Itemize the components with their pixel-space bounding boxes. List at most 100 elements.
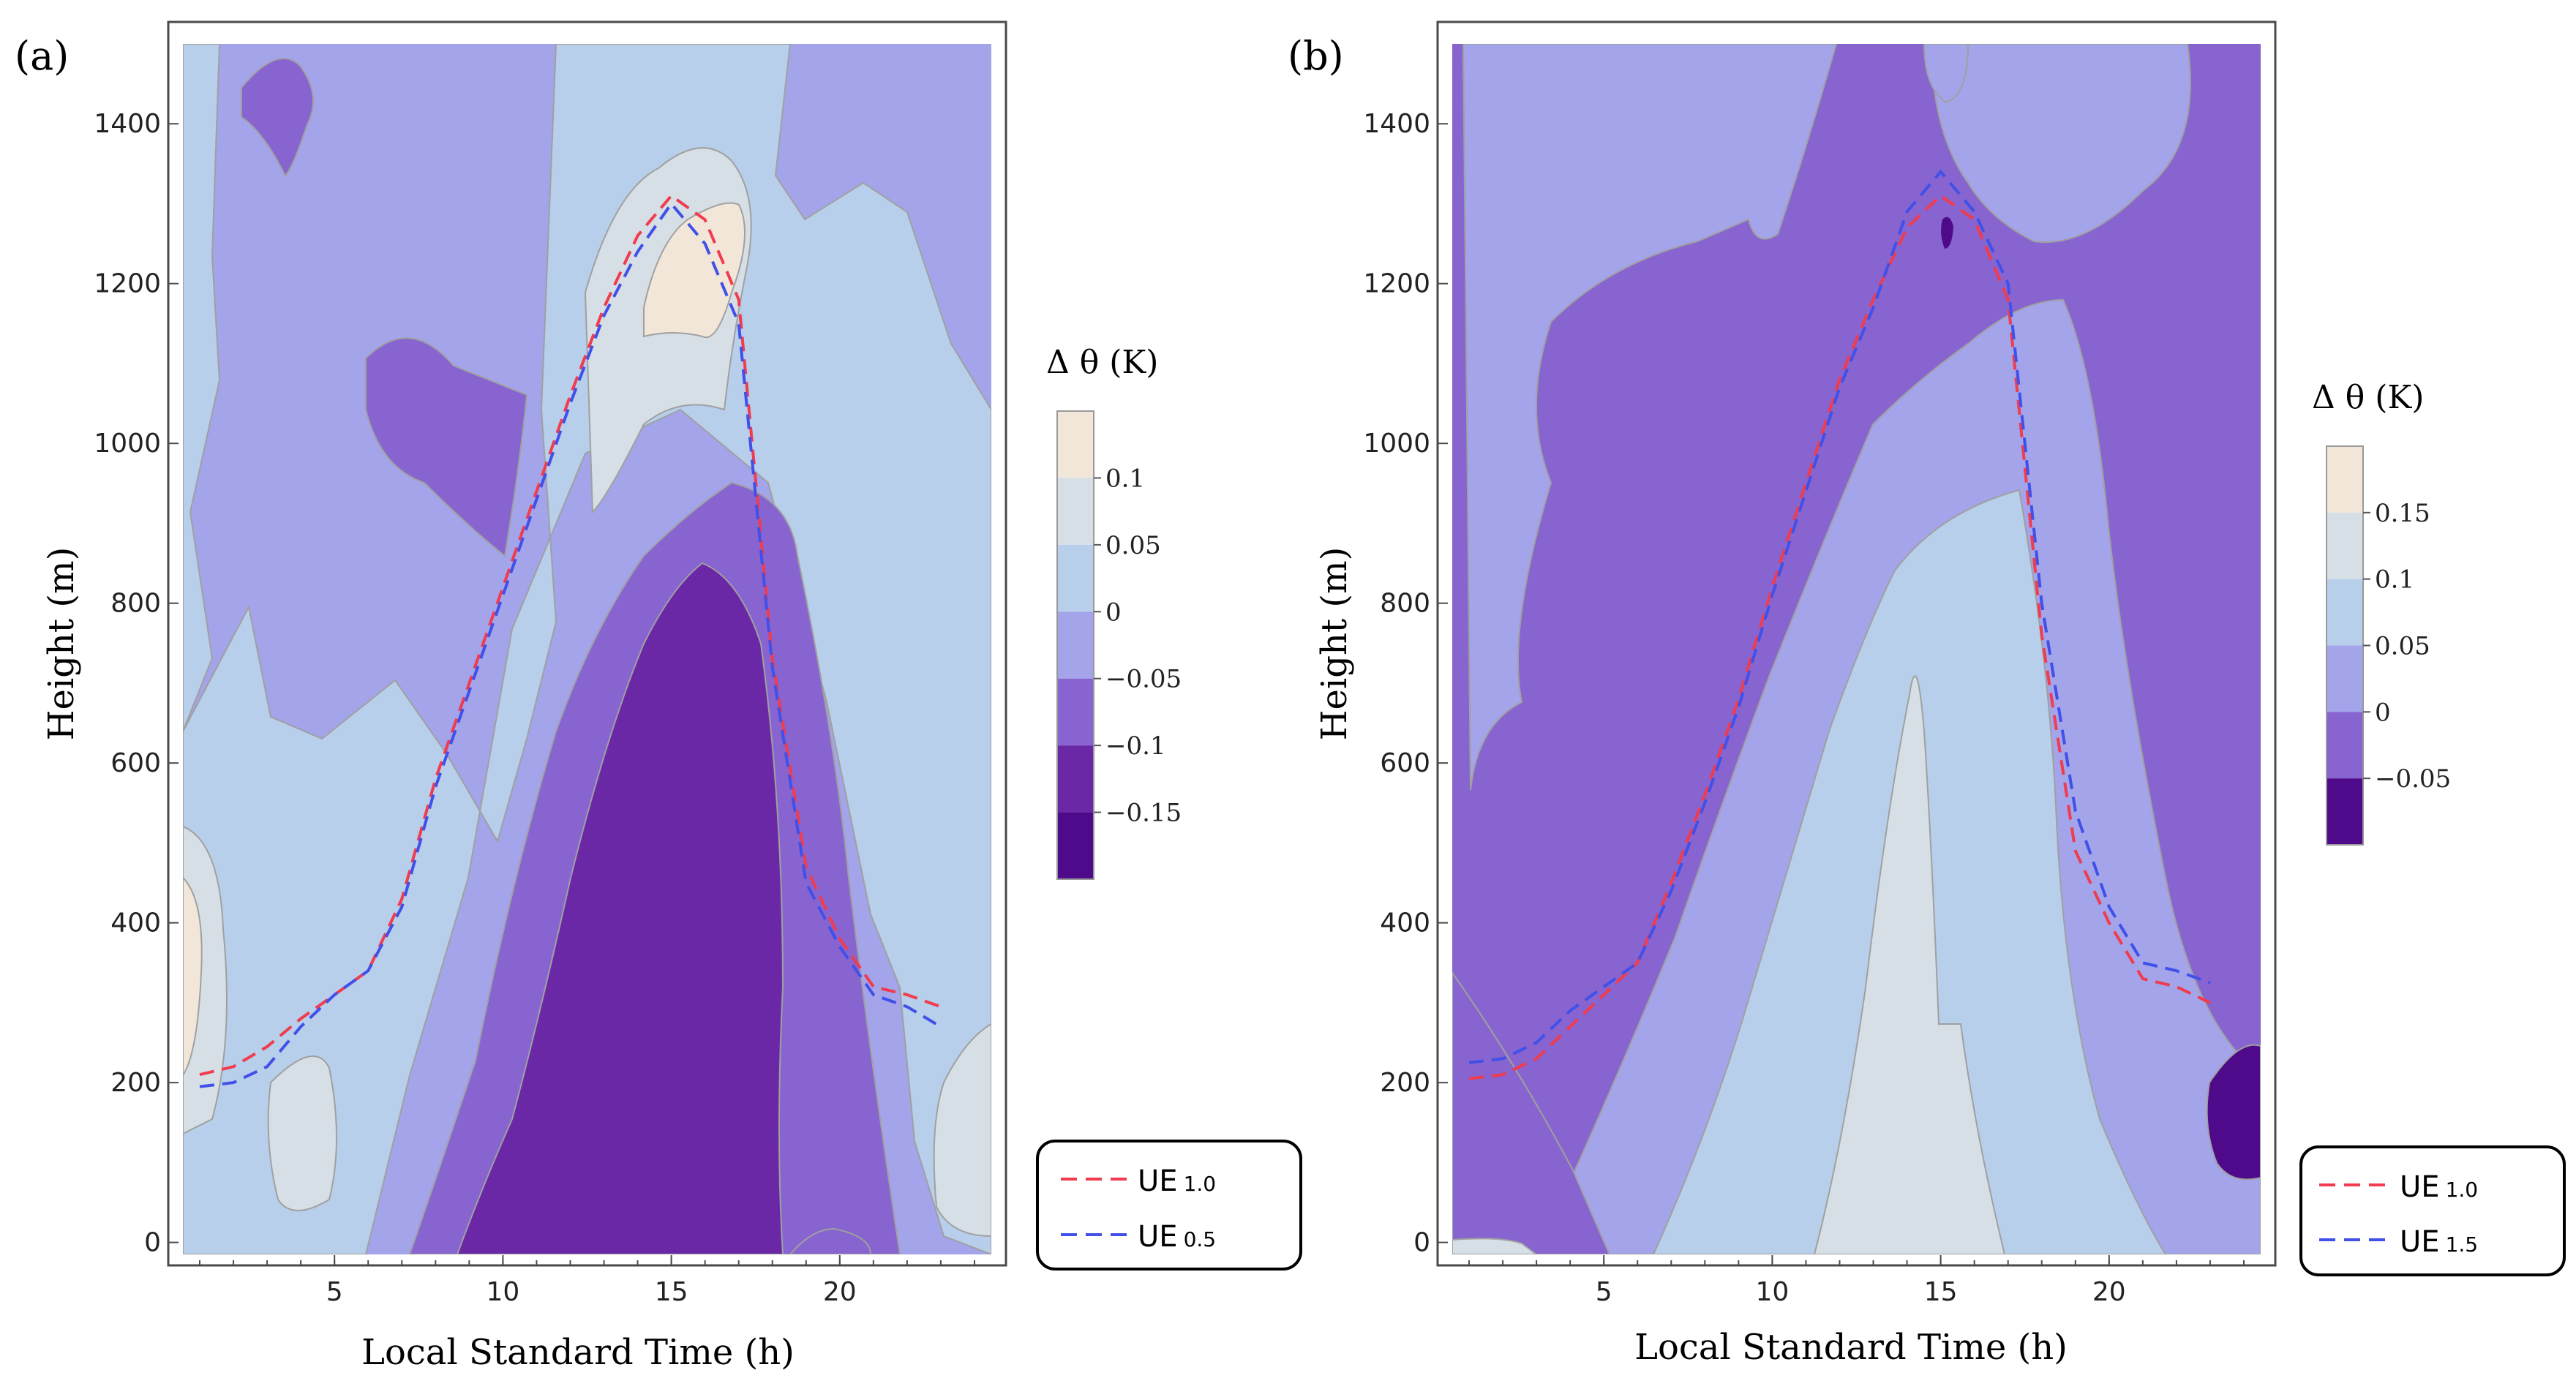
plot-frame-a [167,20,1007,1267]
colorbar-swatch-b-1 [2327,512,2363,579]
series-line-b-0 [1468,194,2211,1080]
x-tick-label-a-3: 20 [823,1277,857,1307]
y-ticks-a: 0 200 400 600 800 1000 1200 1400 [94,109,179,1258]
contour-region-a-purple-bottomright [789,1227,872,1254]
colorbar-swatch-a-4 [1057,678,1094,746]
colorbar-swatch-b-5 [2327,778,2363,845]
colorbar-swatch-b-2 [2327,579,2363,646]
colorbar-label-a-2: 0 [1105,598,1122,627]
x-tick-label-b-2: 15 [1924,1277,1958,1307]
panel-label-a: (a) [15,33,69,79]
colorbar-label-a-5: −0.15 [1105,799,1182,828]
colorbar-label-a-3: −0.05 [1105,665,1182,694]
contour-region-a-beige-left [183,876,203,1077]
legend-label-b-1-sub: 1.5 [2446,1232,2479,1257]
y-tick-label-a-3: 600 [110,748,161,778]
x-ticks-b: 5 10 15 20 [1468,1255,2245,1307]
y-tick-label-b-2: 400 [1380,908,1430,938]
colorbar-label-b-4: −0.05 [2375,764,2451,794]
y-tick-label-a-6: 1200 [94,269,161,299]
x-axis-label-a: Local Standard Time (h) [361,1332,795,1373]
colorbar-title-b: Δ θ (K) [2312,379,2424,416]
colorbar-swatches-a [1056,410,1094,880]
contour-region-a-lightblue-left [183,44,221,732]
legend-label-b-0: UE 1.0 [2400,1170,2478,1204]
contour-region-a-beige-peak [643,202,746,339]
y-tick-label-b-4: 800 [1380,589,1430,619]
contour-region-b-light-upper [1462,44,1838,791]
colorbar-frame-a [1056,410,1094,880]
contour-region-b-purple-bottomleft [1452,971,1611,1254]
colorbar-swatches-b [2326,445,2364,846]
legend-label-b-0-sub: 1.0 [2446,1178,2479,1202]
colorbar-swatch-a-0 [1057,411,1094,478]
contour-region-a-purple-mid [365,337,528,557]
contour-region-b-light-spot [1923,44,1969,104]
y-axis-label-a: Height (m) [41,547,82,741]
x-tick-label-b-3: 20 [2092,1277,2126,1307]
y-tick-label-a-1: 200 [110,1068,161,1098]
colorbar-swatch-b-4 [2327,712,2363,779]
colorbar-swatch-a-1 [1057,478,1094,545]
panel-b: (b) 5 10 15 20 0 200 400 600 800 1000 1200 1400 Lo… [1288,20,2566,1368]
colorbar-label-b-3: 0 [2375,698,2391,727]
contour-region-a-pale-bottomleft [267,1055,337,1211]
contour-region-b-light-right [1930,44,2191,244]
y-tick-label-a-2: 400 [110,908,161,938]
colorbar-label-a-0: 0.1 [1105,464,1145,493]
contour-region-a-plume-mid [456,562,784,1254]
colorbar-labels-b: 0.15 0.1 0.05 0 −0.05 [2363,499,2451,794]
y-tick-label-b-1: 200 [1380,1068,1430,1098]
colorbar-label-a-1: 0.05 [1105,531,1161,560]
plot-frame-b [1436,20,2277,1267]
colorbar-labels-a: 0.1 0.05 0 −0.05 −0.1 −0.15 [1094,464,1182,828]
y-tick-label-a-0: 0 [144,1228,161,1258]
legend-label-a-1-sub: 0.5 [1184,1227,1217,1251]
contour-region-b-pale-peak [1813,675,2006,1254]
y-tick-label-b-6: 1200 [1363,269,1430,299]
colorbar-swatch-a-6 [1057,812,1094,879]
colorbar-label-b-2: 0.05 [2375,632,2430,661]
contour-region-b-pale-bottom [1452,1238,1538,1254]
y-tick-label-a-4: 800 [110,589,161,619]
y-tick-label-b-3: 600 [1380,748,1430,778]
colorbar-swatch-b-3 [2327,645,2363,712]
contour-region-a-purple-topleft [241,58,314,177]
legend-label-a-0-main: UE [1138,1164,1178,1198]
y-ticks-b: 0 200 400 600 800 1000 1200 1400 [1363,109,1448,1258]
colorbar-swatch-a-2 [1057,544,1094,612]
y-tick-label-a-7: 1400 [94,109,161,139]
contour-region-a-lightblue-main [183,44,991,1254]
panel-label-b: (b) [1288,33,1344,79]
legend-label-a-0: UE 1.0 [1138,1164,1216,1198]
colorbar-b: Δ θ (K) 0.15 0.1 0.05 0 −0.05 [2312,379,2451,846]
x-tick-label-a-0: 5 [326,1277,343,1307]
colorbar-swatch-a-5 [1057,745,1094,813]
legend-label-a-1-main: UE [1138,1220,1178,1254]
colorbar-a: Δ θ (K) 0.1 0.05 0 −0.05 −0.1 −0.15 [1046,344,1182,880]
contour-region-a-pale-bottomright [933,1023,991,1238]
colorbar-label-a-4: −0.1 [1105,731,1166,761]
contour-region-b-dark-right [2206,1044,2261,1181]
x-tick-label-a-2: 15 [655,1277,688,1307]
colorbar-swatch-a-3 [1057,611,1094,679]
contour-field-b [1452,44,2261,1254]
legend-a: UE 1.0 UE 0.5 [1036,1140,1302,1271]
series-line-b-1 [1468,169,2211,1064]
y-axis-label-b: Height (m) [1314,547,1355,741]
x-tick-label-b-1: 10 [1755,1277,1789,1307]
colorbar-label-b-0: 0.15 [2375,499,2430,528]
y-tick-label-a-5: 1000 [94,429,161,459]
x-axis-label-b: Local Standard Time (h) [1634,1327,2068,1368]
x-tick-label-b-0: 5 [1596,1277,1612,1307]
legend-b: UE 1.0 UE 1.5 [2299,1145,2566,1276]
series-lines-b [1468,169,2211,1080]
x-ticks-a: 5 10 15 20 [199,1255,975,1307]
series-line-a-0 [199,193,942,1077]
y-tick-label-b-7: 1400 [1363,109,1430,139]
colorbar-label-b-1: 0.1 [2375,565,2414,595]
y-tick-label-b-0: 0 [1413,1228,1430,1258]
x-tick-label-a-1: 10 [486,1277,519,1307]
